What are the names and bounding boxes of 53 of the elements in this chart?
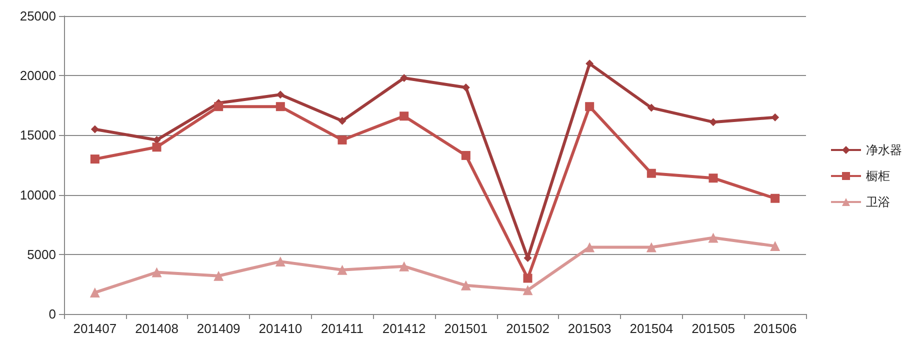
x-tick-label: 201505: [692, 321, 735, 336]
x-tick-label: 201407: [73, 321, 117, 336]
point: [152, 267, 162, 278]
point: [586, 60, 594, 68]
point: [90, 125, 99, 134]
y-tick-label: 10000: [20, 187, 56, 202]
point: [460, 280, 471, 290]
point: [523, 274, 532, 283]
point: [461, 150, 470, 160]
point: [585, 102, 594, 112]
x-tick-label: 201408: [135, 321, 178, 336]
point: [708, 174, 718, 183]
point: [400, 112, 409, 121]
x-tick-label: 201504: [630, 321, 674, 336]
point: [399, 261, 410, 272]
point: [584, 242, 595, 252]
point: [646, 242, 656, 252]
x-tick-label: 201411: [321, 321, 364, 336]
point: [338, 135, 347, 144]
point: [522, 285, 533, 296]
x-tick-label: 201409: [196, 321, 240, 336]
point: [276, 90, 284, 99]
point: [214, 270, 224, 281]
point: [275, 256, 286, 267]
point: [771, 113, 780, 122]
point: [214, 102, 224, 112]
point: [276, 102, 285, 112]
y-tick-label: 5000: [27, 246, 56, 262]
y-tick-label: 15000: [20, 128, 56, 143]
x-tick-label: 201501: [444, 321, 488, 336]
y-tick-label: 0: [48, 306, 56, 322]
point: [90, 288, 100, 298]
x-tick-label: 201506: [753, 321, 797, 336]
y-tick-label: 20000: [20, 68, 56, 84]
x-tick-label: 201503: [568, 321, 612, 336]
point: [646, 168, 656, 178]
x-tick-label: 201412: [382, 321, 426, 336]
point: [708, 232, 718, 243]
point: [770, 194, 780, 203]
legend-label: 净水器: [866, 143, 902, 157]
point: [709, 118, 718, 126]
point: [770, 241, 780, 252]
point: [338, 116, 346, 125]
point: [90, 154, 100, 164]
point: [647, 104, 656, 112]
point: [152, 142, 162, 152]
legend-label: 卫浴: [866, 195, 890, 209]
y-tick-label: 25000: [20, 8, 56, 24]
legend-label: 橱柜: [866, 169, 890, 183]
point: [152, 136, 161, 144]
point: [337, 264, 348, 275]
x-tick-label: 201410: [258, 321, 302, 336]
x-tick-label: 201502: [506, 321, 550, 336]
